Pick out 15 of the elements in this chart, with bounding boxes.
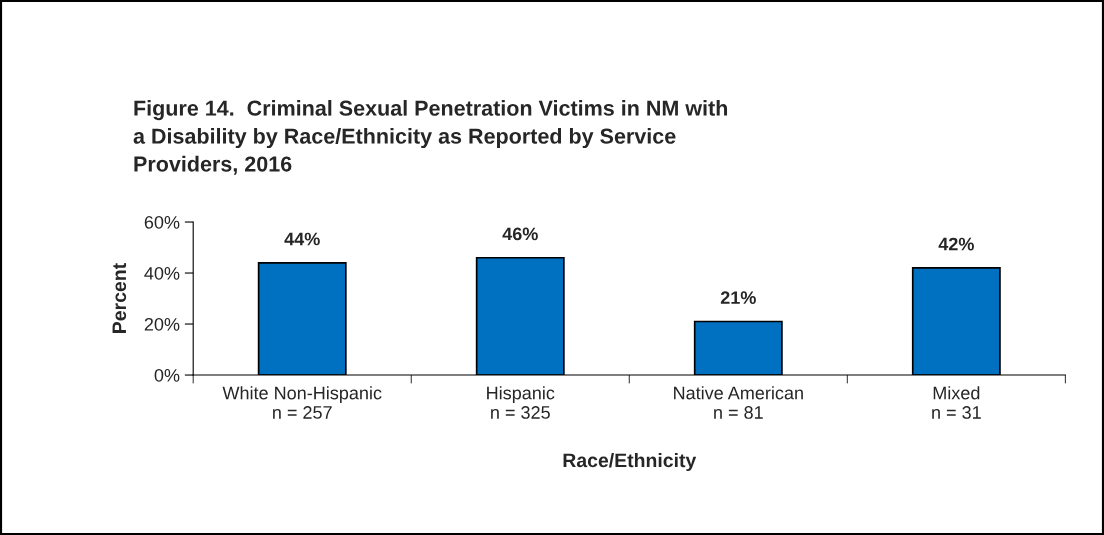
data-label: 42%	[938, 237, 974, 251]
x-tick-label: Mixed n = 31	[932, 386, 981, 419]
y-tick-label: 40%	[144, 266, 180, 280]
y-tick-label: 0%	[154, 368, 180, 382]
x-tick-label: Native American n = 81	[674, 386, 803, 419]
y-tick-label: 60%	[144, 215, 180, 229]
x-tick-label: Hispanic n = 325	[487, 386, 555, 419]
data-label: 44%	[284, 232, 320, 246]
y-tick-label: 20%	[144, 317, 180, 331]
data-label: 46%	[502, 227, 538, 241]
chart-title: Figure 14. Criminal Sexual Penetration Victims in NM with a Disability by Race/Ethnicity as Reported by Service Providers, 2016	[133, 100, 728, 175]
y-axis-title: Percent	[112, 263, 127, 333]
x-axis-title: Race/Ethnicity	[563, 452, 697, 472]
data-label: 21%	[720, 291, 756, 304]
x-tick-label: White Non-Hispanic n = 257	[222, 386, 382, 419]
